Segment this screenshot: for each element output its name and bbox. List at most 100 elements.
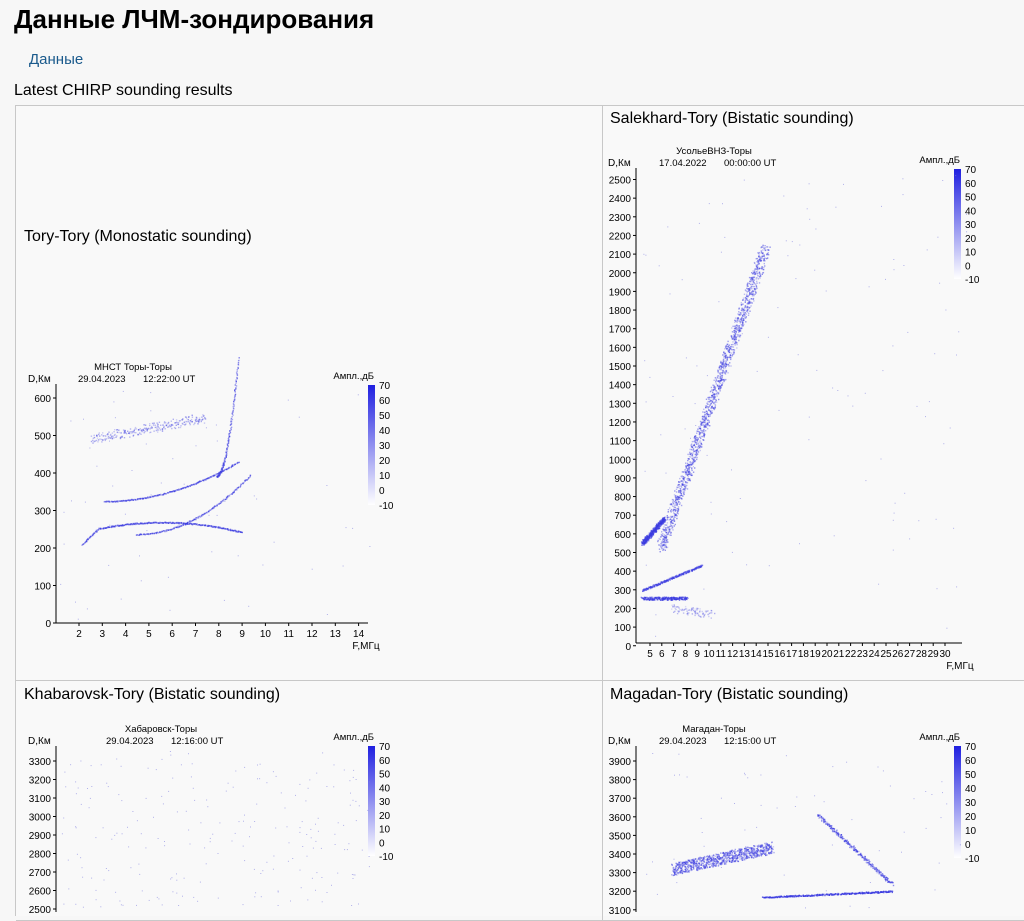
- y-tick-label: 1300: [609, 399, 632, 410]
- colorbar: [368, 746, 375, 856]
- station-name: Хабаровск-Торы: [125, 724, 197, 735]
- y-tick-label: 400: [614, 567, 631, 578]
- panel-title: Salekhard-Tory (Bistatic sounding): [610, 110, 854, 128]
- colorbar-tick: 70: [965, 165, 977, 176]
- x-tick-label: 7: [671, 649, 677, 660]
- x-tick-label: 25: [880, 649, 892, 660]
- x-tick-label: 22: [845, 649, 857, 660]
- y-tick-label: 1100: [609, 437, 631, 448]
- y-tick-label: 3900: [609, 757, 632, 768]
- y-tick-label: 1400: [609, 381, 632, 392]
- x-tick-label: 2: [76, 629, 82, 640]
- y-tick-label: 200: [34, 544, 51, 555]
- y-tick-label: 2400: [609, 194, 632, 205]
- colorbar-tick: 50: [965, 770, 977, 781]
- ionogram-traces: [62, 751, 370, 908]
- x-tick-label: 6: [659, 649, 665, 660]
- sounding-date: 29.04.2023: [106, 736, 154, 747]
- y-axis-label: D,Км: [28, 374, 51, 385]
- x-axis-label: F,МГц: [352, 641, 380, 652]
- colorbar-tick: 60: [965, 756, 977, 767]
- colorbar-tick: 40: [379, 783, 391, 794]
- colorbar-tick: 10: [965, 248, 977, 259]
- x-tick-label: 12: [306, 629, 318, 640]
- colorbar-tick: 40: [965, 206, 977, 217]
- colorbar-tick: 20: [379, 456, 391, 467]
- colorbar-tick: 0: [965, 840, 971, 851]
- x-tick-label: 23: [857, 649, 869, 660]
- x-tick-label: 8: [683, 649, 689, 660]
- y-tick-label: 900: [614, 474, 631, 485]
- colorbar-tick: 10: [379, 471, 391, 482]
- y-tick-label: 3700: [609, 794, 632, 805]
- x-tick-label: 20: [821, 649, 833, 660]
- colorbar-tick: 70: [379, 381, 391, 392]
- x-tick-label: 28: [916, 649, 928, 660]
- x-tick-label: 3: [100, 629, 106, 640]
- y-tick-label: 600: [34, 394, 51, 405]
- colorbar-tick: 70: [965, 742, 977, 753]
- colorbar-tick: -10: [379, 501, 394, 512]
- x-tick-label: 10: [260, 629, 272, 640]
- y-tick-label: 1000: [609, 455, 632, 466]
- x-tick-label: 17: [786, 649, 798, 660]
- x-tick-label: 6: [169, 629, 175, 640]
- y-tick-label: 2800: [29, 850, 52, 861]
- colorbar: [368, 385, 375, 505]
- y-tick-label: 800: [614, 493, 631, 504]
- x-tick-label: 9: [239, 629, 245, 640]
- x-tick-label: 19: [810, 649, 822, 660]
- x-axis-label: F,МГц: [946, 661, 974, 672]
- y-tick-label: 2700: [29, 868, 52, 879]
- y-tick-label: 0: [625, 642, 631, 653]
- x-tick-label: 9: [694, 649, 700, 660]
- colorbar-tick: 0: [965, 261, 971, 272]
- y-tick-label: 1500: [609, 362, 632, 373]
- y-tick-label: 700: [614, 511, 631, 522]
- x-tick-label: 16: [774, 649, 786, 660]
- station-name: УсольеВНЗ-Торы: [676, 146, 752, 157]
- y-tick-label: 100: [34, 582, 51, 593]
- colorbar-tick: -10: [379, 852, 394, 863]
- colorbar-tick: 30: [965, 220, 977, 231]
- y-tick-label: 3300: [29, 757, 52, 768]
- y-tick-label: 3400: [609, 850, 632, 861]
- nav-link-data[interactable]: Данные: [29, 51, 83, 68]
- x-tick-label: 14: [751, 649, 763, 660]
- y-tick-label: 3800: [609, 776, 632, 787]
- colorbar-tick: 30: [379, 441, 391, 452]
- sounding-time: 12:22:00 UT: [143, 374, 195, 385]
- panel-title: Tory-Tory (Monostatic sounding): [24, 228, 252, 246]
- panel-title: Khabarovsk-Tory (Bistatic sounding): [24, 686, 280, 704]
- colorbar-label: Ампл.,дБ: [919, 732, 960, 743]
- panel-khabarovsk-tory: Khabarovsk-Tory (Bistatic sounding) Хаба…: [16, 680, 603, 921]
- y-tick-label: 3500: [609, 831, 632, 842]
- sounding-date: 17.04.2022: [659, 158, 707, 169]
- ionogram-traces: [646, 753, 961, 908]
- x-tick-label: 11: [716, 649, 727, 660]
- colorbar: [954, 169, 961, 279]
- y-axis-label: D,Км: [608, 736, 631, 747]
- section-heading: Latest CHIRP sounding results: [14, 82, 232, 100]
- x-tick-label: 27: [904, 649, 916, 660]
- colorbar-tick: 30: [379, 797, 391, 808]
- y-tick-label: 2500: [609, 176, 632, 187]
- x-tick-label: 13: [739, 649, 751, 660]
- y-tick-label: 2200: [609, 231, 632, 242]
- x-tick-label: 24: [869, 649, 881, 660]
- station-name: Магадан-Торы: [682, 724, 746, 735]
- y-tick-label: 2000: [609, 269, 632, 280]
- colorbar-tick: 60: [965, 179, 977, 190]
- y-tick-label: 100: [614, 623, 631, 634]
- colorbar-tick: 50: [965, 193, 977, 204]
- panel-salekhard-tory: Salekhard-Tory (Bistatic sounding) Усоль…: [602, 106, 1024, 681]
- colorbar-tick: 20: [965, 234, 977, 245]
- x-tick-label: 14: [353, 629, 365, 640]
- y-tick-label: 3200: [29, 776, 52, 787]
- x-tick-label: 4: [123, 629, 129, 640]
- y-tick-label: 3600: [609, 813, 632, 824]
